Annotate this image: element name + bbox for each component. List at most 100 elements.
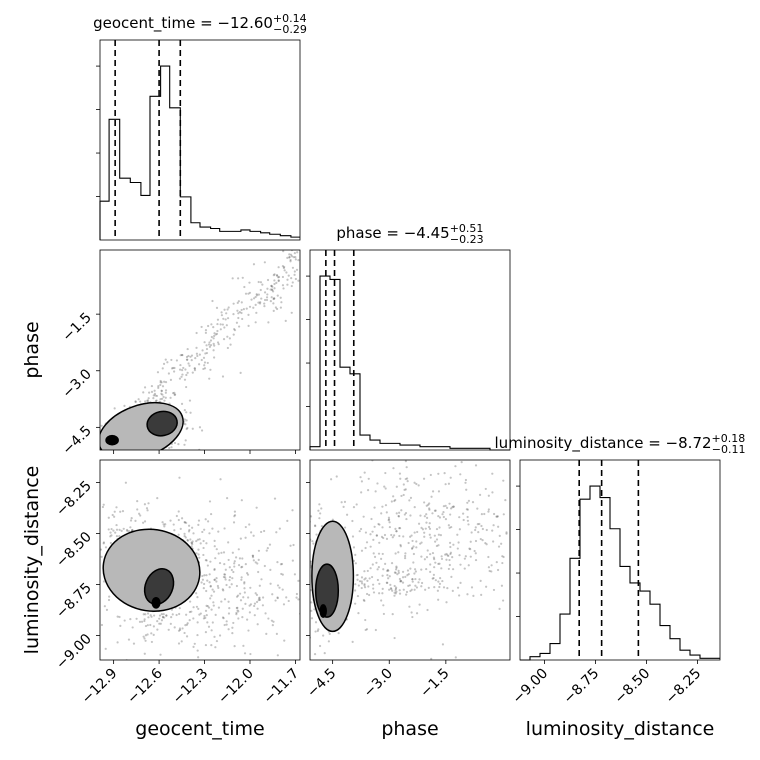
sample-point xyxy=(243,591,246,594)
sample-point xyxy=(276,584,280,587)
sample-point xyxy=(423,535,426,538)
sample-point xyxy=(156,619,159,623)
sample-point xyxy=(474,526,477,529)
sample-point xyxy=(290,311,293,314)
sample-point xyxy=(236,594,240,597)
density-contour xyxy=(100,401,184,450)
sample-point xyxy=(401,581,405,584)
sample-point xyxy=(381,587,384,591)
sample-point xyxy=(285,271,288,274)
sample-point xyxy=(356,578,359,581)
sample-point xyxy=(265,298,269,302)
sample-point xyxy=(231,626,234,629)
x-axis-label: geocent_time xyxy=(135,718,264,740)
sample-point xyxy=(109,541,112,545)
sample-point xyxy=(210,323,213,326)
sample-point xyxy=(302,570,304,572)
sample-point xyxy=(380,456,382,458)
sample-point xyxy=(150,384,154,388)
sample-point xyxy=(495,515,498,518)
sample-point xyxy=(203,367,207,370)
sample-point xyxy=(296,243,298,245)
sample-point xyxy=(205,574,208,577)
sample-point xyxy=(146,399,149,402)
sample-point xyxy=(197,607,200,610)
sample-point xyxy=(491,529,494,532)
sample-point xyxy=(175,359,179,362)
sample-point xyxy=(208,341,211,344)
sample-point xyxy=(183,409,186,412)
sample-point xyxy=(202,617,206,620)
sample-point xyxy=(389,587,393,590)
sample-point xyxy=(386,581,389,584)
sample-point xyxy=(266,546,269,550)
sample-point xyxy=(303,617,305,619)
sample-point xyxy=(358,580,362,583)
sample-point xyxy=(189,411,192,414)
sample-point xyxy=(200,325,203,329)
sample-point xyxy=(492,524,495,527)
sample-point xyxy=(374,490,377,493)
sample-point xyxy=(392,467,395,470)
sample-point xyxy=(241,317,244,321)
sample-point xyxy=(207,343,211,346)
sample-point xyxy=(218,634,222,637)
sample-point xyxy=(195,592,198,595)
sample-point xyxy=(180,353,184,357)
sample-point xyxy=(210,594,213,597)
sample-point xyxy=(197,519,201,522)
sample-point xyxy=(198,538,201,541)
sample-point xyxy=(252,263,256,266)
sample-point xyxy=(206,361,209,365)
sample-point xyxy=(107,598,111,602)
sample-point xyxy=(423,531,426,534)
sample-point xyxy=(371,563,374,566)
sample-point xyxy=(452,543,455,546)
sample-point xyxy=(292,256,295,259)
x-tick-label: −12.9 xyxy=(79,666,121,708)
sample-point xyxy=(211,621,214,624)
sample-point xyxy=(302,554,304,556)
sample-point xyxy=(372,583,375,586)
sample-point xyxy=(404,575,407,578)
sample-point xyxy=(383,533,387,537)
sample-point xyxy=(232,333,235,336)
sample-point xyxy=(447,554,450,558)
sample-point xyxy=(428,502,431,505)
sample-point xyxy=(293,248,295,250)
sample-point xyxy=(235,584,239,588)
sample-point xyxy=(404,511,408,515)
sample-point xyxy=(536,581,538,583)
sample-point xyxy=(318,517,321,520)
sample-point xyxy=(258,598,262,601)
sample-point xyxy=(289,544,292,547)
sample-point xyxy=(487,508,490,511)
sample-point xyxy=(487,566,490,569)
sample-point xyxy=(342,505,345,508)
sample-point xyxy=(240,578,243,581)
sample-point xyxy=(173,393,177,396)
sample-point xyxy=(425,513,428,516)
x-tick-label: −11.7 xyxy=(261,666,303,708)
sample-point xyxy=(300,576,302,578)
sample-point xyxy=(297,568,299,570)
sample-point xyxy=(502,599,505,602)
sample-point xyxy=(190,541,193,544)
sample-point xyxy=(265,549,268,552)
sample-point xyxy=(246,573,250,576)
sample-point xyxy=(487,555,490,559)
histogram-step xyxy=(99,65,300,240)
sample-point xyxy=(226,317,230,320)
sample-point xyxy=(411,578,414,581)
sample-point xyxy=(273,497,277,500)
sample-point xyxy=(297,598,300,601)
sample-point xyxy=(170,446,173,449)
sample-point xyxy=(262,246,264,248)
sample-point xyxy=(182,366,185,370)
sample-point xyxy=(394,568,398,571)
sample-point xyxy=(432,576,435,580)
sample-point xyxy=(169,519,172,522)
sample-point xyxy=(233,565,236,568)
sample-point xyxy=(186,426,189,430)
sample-point xyxy=(362,598,365,602)
